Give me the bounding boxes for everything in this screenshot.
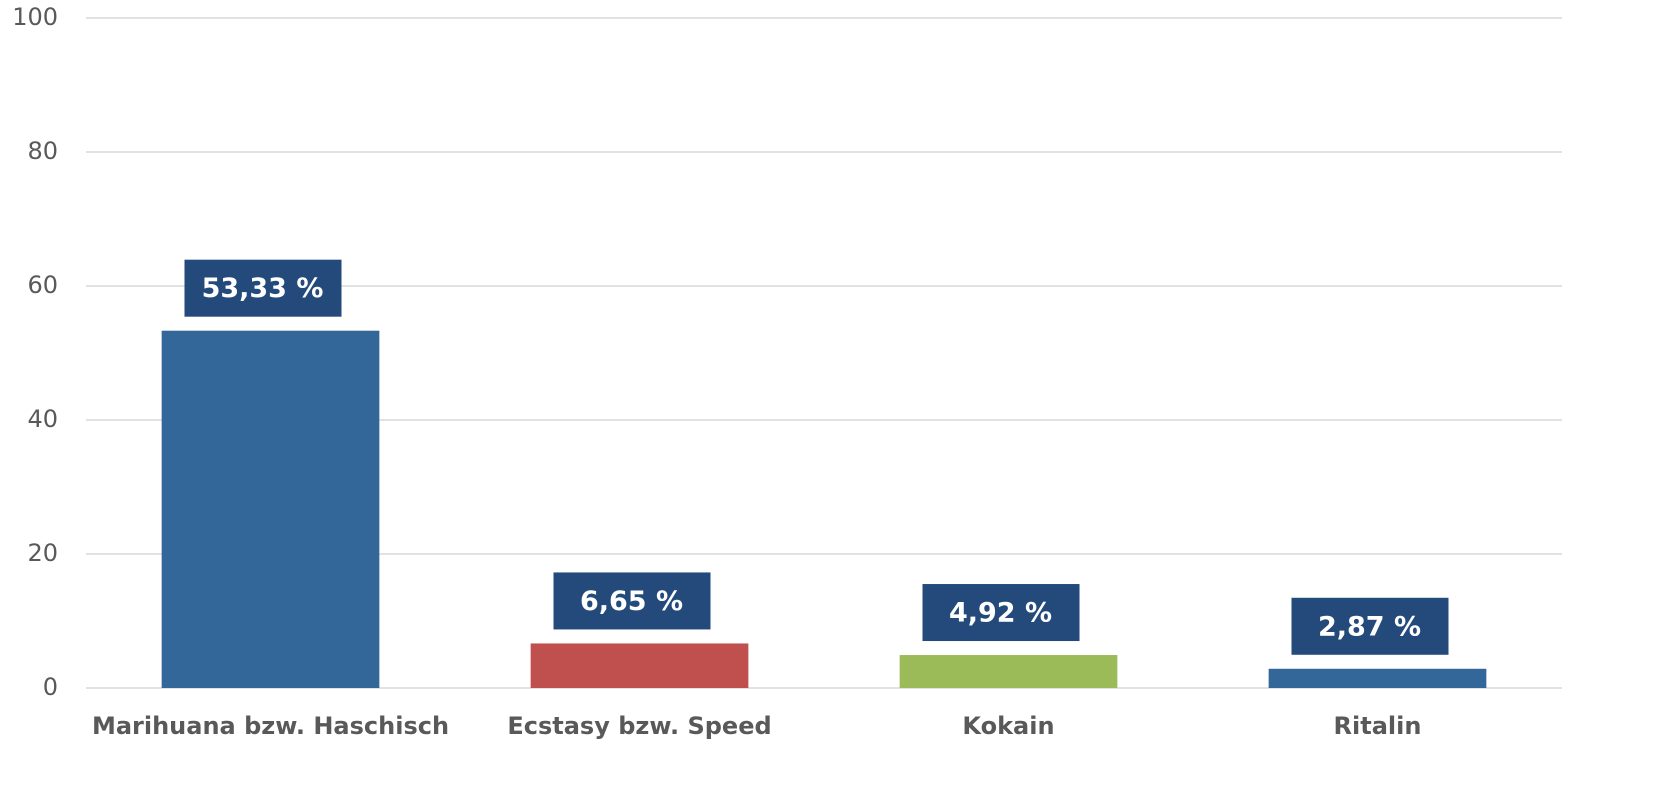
- y-tick-label: 0: [43, 673, 58, 701]
- value-label: 6,65 %: [580, 586, 683, 617]
- x-tick-label: Ritalin: [1334, 712, 1422, 740]
- value-label-box: [184, 259, 342, 317]
- y-tick-label: 40: [27, 405, 58, 433]
- y-tick-label: 80: [27, 137, 58, 165]
- y-tick-label: 20: [27, 539, 58, 567]
- bar: [161, 330, 380, 688]
- x-tick-label: Marihuana bzw. Haschisch: [92, 712, 449, 740]
- value-label-box: [922, 584, 1080, 642]
- value-label-box: [553, 572, 711, 630]
- value-label: 4,92 %: [949, 598, 1052, 629]
- y-tick-label: 60: [27, 271, 58, 299]
- bar: [899, 655, 1118, 688]
- value-label-box: [1291, 597, 1449, 655]
- x-tick-label: Kokain: [962, 712, 1054, 740]
- value-label: 53,33 %: [202, 273, 324, 304]
- bar: [530, 643, 749, 688]
- value-label: 2,87 %: [1318, 611, 1421, 642]
- bar: [1268, 668, 1487, 688]
- y-tick-label: 100: [12, 3, 58, 31]
- x-tick-label: Ecstasy bzw. Speed: [507, 712, 771, 740]
